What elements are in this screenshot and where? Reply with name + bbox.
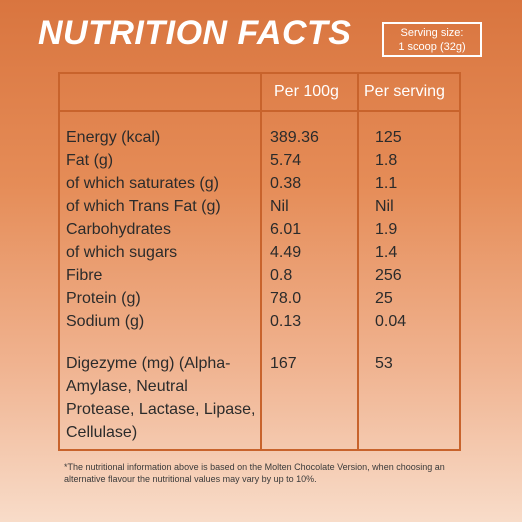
nutrient-per-100g: 0.13 bbox=[270, 313, 302, 330]
nutrient-per-serving: 0.04 bbox=[375, 313, 407, 330]
nutrient-label: Fibre bbox=[66, 267, 103, 284]
nutrient-label: of which Trans Fat (g) bbox=[66, 198, 221, 215]
nutrient-per-100g: Nil bbox=[270, 198, 289, 215]
nutrient-per-serving: Nil bbox=[375, 198, 394, 215]
nutrient-per-100g: 0.8 bbox=[270, 267, 293, 284]
column-divider bbox=[260, 74, 262, 449]
nutrient-label: Protein (g) bbox=[66, 290, 141, 307]
digezyme-per-100g: 167 bbox=[270, 355, 297, 372]
digezyme-label: Digezyme (mg) (Alpha-Amylase, Neutral Pr… bbox=[66, 355, 256, 441]
nutrient-per-serving: 256 bbox=[375, 267, 402, 284]
header-divider bbox=[60, 110, 459, 112]
serving-size-value: 1 scoop (32g) bbox=[398, 41, 466, 53]
header-per-serving: Per serving bbox=[364, 83, 445, 100]
nutrient-per-100g: 6.01 bbox=[270, 221, 302, 238]
nutrient-per-serving: 1.1 bbox=[375, 175, 398, 192]
column-divider bbox=[357, 74, 359, 449]
nutrient-per-serving: 125 bbox=[375, 129, 402, 146]
nutrient-label: of which saturates (g) bbox=[66, 175, 219, 192]
nutrient-label: Fat (g) bbox=[66, 152, 114, 169]
nutrient-per-100g: 389.36 bbox=[270, 129, 319, 146]
header-per-100g: Per 100g bbox=[274, 83, 339, 100]
nutrient-label: Sodium (g) bbox=[66, 313, 145, 330]
serving-size-label: Serving size: bbox=[400, 27, 464, 39]
nutrient-label: Carbohydrates bbox=[66, 221, 171, 238]
nutrient-per-100g: 5.74 bbox=[270, 152, 302, 169]
nutrient-per-100g: 4.49 bbox=[270, 244, 302, 261]
nutrient-per-serving: 25 bbox=[375, 290, 393, 307]
page-title: NUTRITION FACTS bbox=[38, 14, 352, 52]
footnote: *The nutritional information above is ba… bbox=[64, 462, 445, 484]
nutrient-per-serving: 1.8 bbox=[375, 152, 398, 169]
serving-size-box: Serving size: 1 scoop (32g) bbox=[382, 22, 482, 57]
nutrient-per-serving: 1.9 bbox=[375, 221, 398, 238]
nutrient-label: of which sugars bbox=[66, 244, 178, 261]
nutrition-table: Per 100g Per serving Energy (kcal) 389.36… bbox=[58, 72, 461, 451]
digezyme-per-serving: 53 bbox=[375, 355, 393, 372]
nutrient-label: Energy (kcal) bbox=[66, 129, 161, 146]
nutrient-per-serving: 1.4 bbox=[375, 244, 398, 261]
nutrient-per-100g: 0.38 bbox=[270, 175, 302, 192]
nutrient-per-100g: 78.0 bbox=[270, 290, 302, 307]
